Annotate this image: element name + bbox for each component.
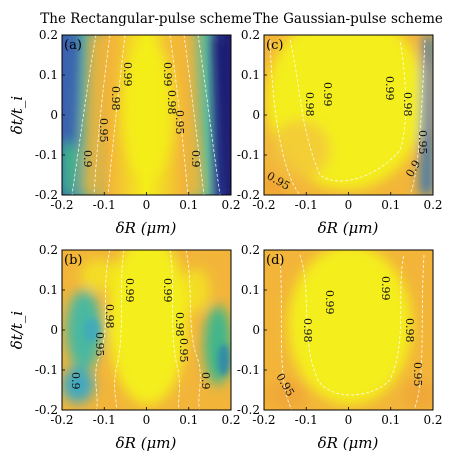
x-tick-label-c-3: 0.1 — [381, 198, 400, 212]
ticks-c: -0.2 -0.1 0 0.1 0.2 -0.2 -0.1 0 0.1 0.2 — [237, 28, 443, 212]
y-tick-label-a-0: -0.2 — [35, 188, 58, 202]
contour-label-b-3: 0.9 — [69, 372, 82, 390]
heatmap-d — [264, 250, 433, 410]
x-tick-label-a-2: 0 — [143, 198, 151, 212]
column-title-right: The Gaussian-pulse scheme — [253, 11, 443, 27]
contour-label-d-2: 0.99 — [379, 276, 392, 301]
x-axis-label-c: δR (μm) — [318, 219, 379, 237]
contour-label-b-7: 0.9 — [199, 372, 212, 390]
y-tick-label-d-2: 0 — [252, 323, 260, 337]
x-tick-label-b-2: 0 — [143, 413, 151, 427]
contour-label-a-6: 0.95 — [173, 110, 186, 135]
contour-labels-a: 0.99 0.98 0.95 0.9 0.99 0.98 0.95 0.9 — [81, 62, 202, 168]
x-tick-label-c-2: 0 — [345, 198, 353, 212]
x-axis-label-b: δR (μm) — [116, 434, 177, 452]
contour-label-a-1: 0.98 — [109, 86, 122, 111]
contour-label-a-3: 0.9 — [81, 150, 94, 168]
y-tick-label-a-2: 0 — [50, 108, 58, 122]
contour-label-b-4: 0.99 — [161, 278, 174, 303]
ticks-d: -0.2 -0.1 0 0.1 0.2 -0.2 -0.1 0 0.1 0.2 — [237, 243, 443, 427]
contour-label-a-5: 0.98 — [165, 90, 178, 115]
y-tick-label-b-0: -0.2 — [35, 403, 58, 417]
contour-label-a-4: 0.99 — [161, 62, 174, 87]
contour-label-d-5: 0.95 — [411, 362, 424, 387]
panel-label-b: (b) — [64, 253, 82, 268]
x-tick-label-d-0: -0.2 — [252, 413, 275, 427]
y-tick-label-c-1: -0.1 — [237, 148, 260, 162]
panel-label-c: (c) — [266, 38, 283, 53]
contour-label-d-0: 0.98 — [301, 318, 314, 343]
y-axis-label-b: δt/t_i — [8, 311, 26, 350]
y-tick-label-c-0: -0.2 — [237, 188, 260, 202]
x-tick-label-d-2: 0 — [345, 413, 353, 427]
panel-label-a: (a) — [64, 38, 82, 53]
contour-label-a-2: 0.95 — [97, 118, 110, 143]
x-tick-label-a-0: -0.2 — [50, 198, 73, 212]
y-tick-label-c-4: 0.2 — [241, 28, 260, 42]
contour-label-b-0: 0.99 — [123, 278, 136, 303]
contour-label-b-6: 0.95 — [177, 338, 190, 363]
y-tick-label-a-1: -0.1 — [35, 148, 58, 162]
x-tick-label-a-3: 0.1 — [179, 198, 198, 212]
contour-label-d-3: 0.98 — [403, 318, 416, 343]
panel-b: (b) 0.99 0.98 0.95 0.9 0.99 0.98 0.95 0.… — [35, 243, 241, 427]
contour-labels-b: 0.99 0.98 0.95 0.9 0.99 0.98 0.95 0.9 — [69, 278, 212, 390]
y-tick-label-d-4: 0.2 — [241, 243, 260, 257]
ticks-b: -0.2 -0.1 0 0.1 0.2 -0.2 -0.1 0 0.1 0.2 — [35, 243, 241, 427]
y-axis-label-a: δt/t_i — [8, 96, 26, 135]
y-tick-label-b-2: 0 — [50, 323, 58, 337]
y-tick-label-d-0: -0.2 — [237, 403, 260, 417]
contour-label-b-1: 0.98 — [103, 304, 116, 329]
x-tick-label-d-3: 0.1 — [381, 413, 400, 427]
column-title-left: The Rectangular-pulse scheme — [40, 11, 251, 27]
x-tick-label-d-1: -0.1 — [295, 413, 318, 427]
y-tick-label-a-3: 0.1 — [39, 68, 58, 82]
x-tick-label-b-3: 0.1 — [179, 413, 198, 427]
contour-label-c-4: 0.95 — [416, 130, 429, 155]
x-axis-label-a: δR (μm) — [116, 219, 177, 237]
panel-d: (d) 0.98 0.99 0.99 0.98 0.95 0.95 -0.2 -0… — [237, 243, 443, 427]
contour-label-c-2: 0.99 — [383, 76, 396, 101]
x-tick-label-b-0: -0.2 — [50, 413, 73, 427]
y-tick-label-d-3: 0.1 — [241, 283, 260, 297]
heatmap-a — [62, 35, 231, 195]
x-tick-label-c-0: -0.2 — [252, 198, 275, 212]
panel-c: (c) 0.98 0.99 0.99 0.98 0.95 0.95 0.9 -0… — [237, 28, 443, 212]
x-axis-label-d: δR (μm) — [318, 434, 379, 452]
y-tick-label-b-1: -0.1 — [35, 363, 58, 377]
y-tick-label-c-2: 0 — [252, 108, 260, 122]
ticks-a: -0.2 -0.1 0 0.1 0.2 -0.2 -0.1 0 0.1 0.2 — [35, 28, 241, 212]
x-tick-label-a-4: 0.2 — [221, 198, 240, 212]
contour-label-d-1: 0.99 — [323, 290, 336, 315]
y-tick-label-a-4: 0.2 — [39, 28, 58, 42]
y-tick-label-b-3: 0.1 — [39, 283, 58, 297]
y-tick-label-c-3: 0.1 — [241, 68, 260, 82]
x-tick-label-d-4: 0.2 — [423, 413, 442, 427]
x-tick-label-c-1: -0.1 — [295, 198, 318, 212]
contour-label-a-0: 0.99 — [121, 62, 134, 87]
contour-label-b-2: 0.95 — [93, 332, 106, 357]
y-tick-label-d-1: -0.1 — [237, 363, 260, 377]
y-tick-label-b-4: 0.2 — [39, 243, 58, 257]
x-tick-label-b-1: -0.1 — [93, 413, 116, 427]
heatmap-b — [62, 250, 231, 410]
contour-label-b-5: 0.98 — [173, 312, 186, 337]
x-tick-label-a-1: -0.1 — [93, 198, 116, 212]
panel-a: (a) 0.99 0.98 0.95 0.9 0.99 0.98 0.95 0.… — [35, 28, 241, 212]
contour-label-c-0: 0.98 — [303, 92, 316, 117]
heatmap-c — [264, 35, 433, 195]
panel-label-d: (d) — [266, 253, 284, 268]
contour-label-c-3: 0.98 — [401, 92, 414, 117]
x-tick-label-c-4: 0.2 — [423, 198, 442, 212]
x-tick-label-b-4: 0.2 — [221, 413, 240, 427]
contour-label-a-7: 0.9 — [189, 150, 202, 168]
contour-label-c-1: 0.99 — [321, 82, 334, 107]
